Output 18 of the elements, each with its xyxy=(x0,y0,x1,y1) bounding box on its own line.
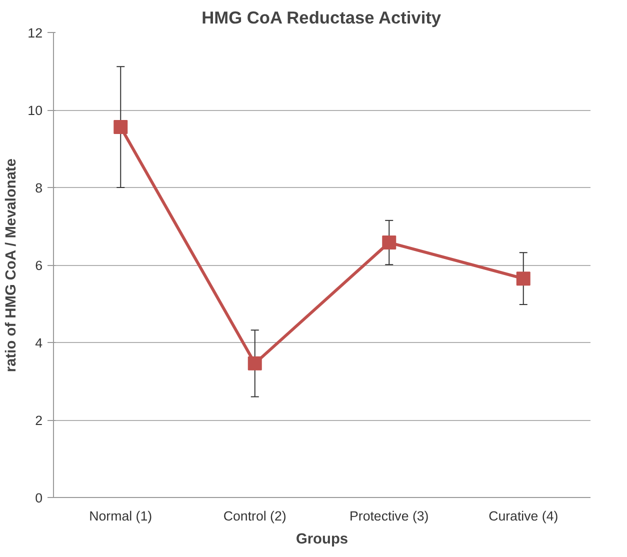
y-tick-label: 4 xyxy=(35,336,44,350)
x-tick-label: Normal (1) xyxy=(89,508,152,524)
point xyxy=(248,356,262,370)
y-tick-label: 10 xyxy=(28,103,43,118)
point xyxy=(114,120,128,134)
y-tick-label: 8 xyxy=(35,180,43,196)
y-tick-label: 12 xyxy=(28,26,43,40)
point xyxy=(382,236,396,250)
y-tick-label: 2 xyxy=(35,413,43,428)
x-tick-label: Curative (4) xyxy=(488,508,558,524)
x-tick-label: Protective (3) xyxy=(350,508,429,524)
y-tick-label: 0 xyxy=(35,490,43,506)
point xyxy=(516,272,530,286)
x-axis-title: Groups xyxy=(296,532,348,548)
y-tick-label: 6 xyxy=(35,258,43,273)
x-tick-label: Control (2) xyxy=(223,508,286,524)
chart-title: HMG CoA Reductase Activity xyxy=(202,8,442,28)
y-axis-title: ratio of HMG CoA / Mevalonate xyxy=(4,158,20,372)
